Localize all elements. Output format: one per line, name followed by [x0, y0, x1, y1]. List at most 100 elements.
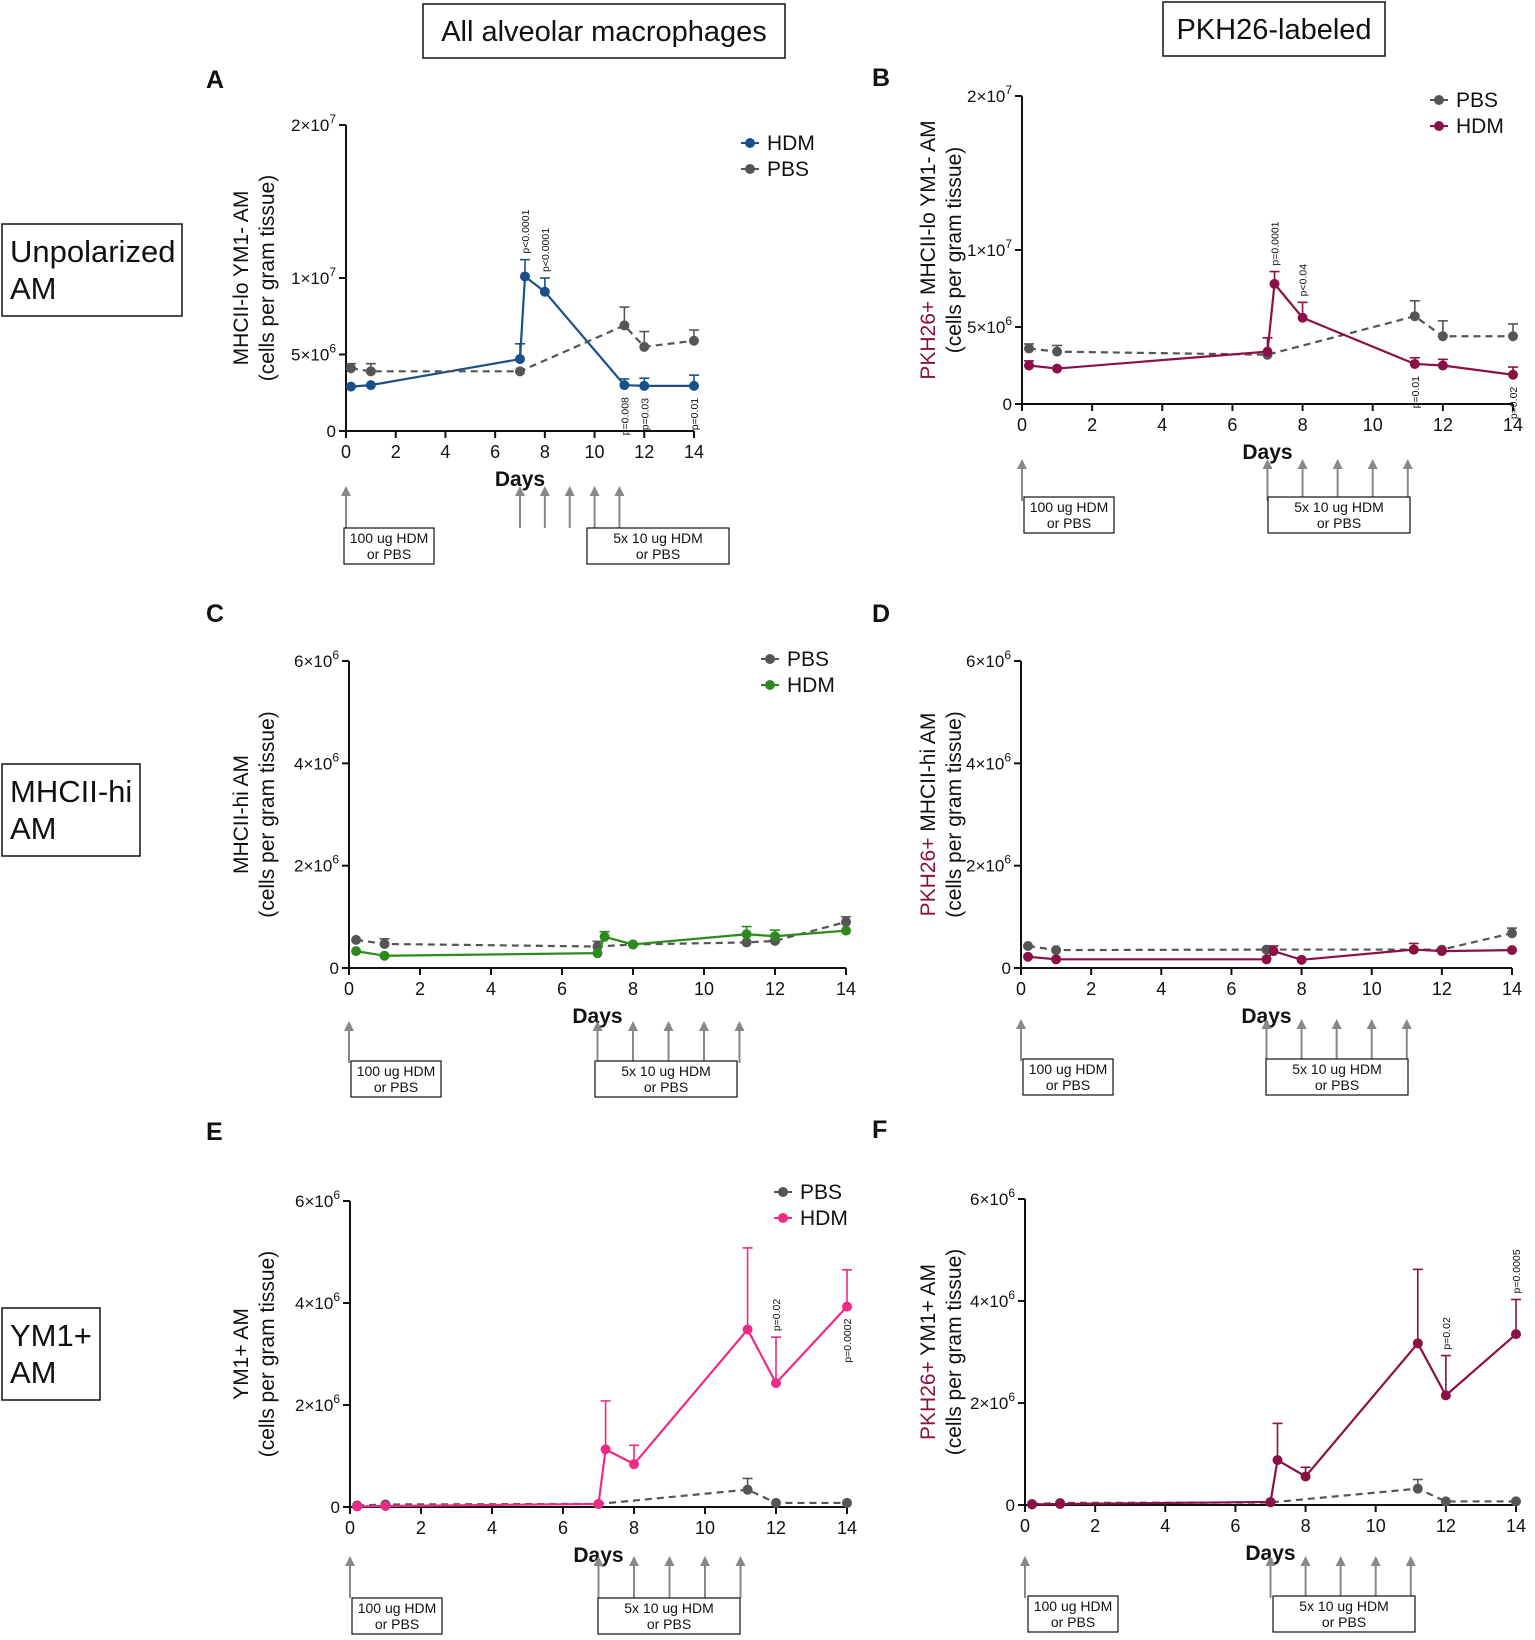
y-tick-label-C: 2×106	[294, 853, 339, 876]
x-tick-label-D: 12	[1432, 979, 1452, 999]
x-tick-label-C: 6	[557, 979, 567, 999]
timeline-arrowhead-A	[589, 486, 600, 496]
data-point-hdm-B	[1409, 358, 1420, 369]
data-point-hdm-C	[841, 925, 851, 936]
timeline-arrowhead-A	[515, 486, 525, 496]
timeline-arrowhead-C	[734, 1021, 745, 1031]
timeline-box-initial-dose-F	[1027, 1595, 1119, 1633]
series-line-pbs-B	[1028, 315, 1513, 356]
data-point-pbs-F	[1440, 1496, 1451, 1507]
data-point-pbs-C	[741, 937, 752, 948]
timeline-arrowhead-B	[1017, 459, 1027, 469]
timeline-box-text-initial-dose-F: 100 ug HDM	[1034, 1598, 1113, 1614]
p-value-B: p=0.01	[1410, 376, 1422, 409]
data-point-hdm-A	[365, 380, 376, 391]
data-point-hdm-A	[539, 286, 550, 297]
timeline-arrowhead-C	[699, 1021, 709, 1031]
x-tick-label-C: 10	[694, 979, 714, 999]
timeline-box-text2-challenge-dose-F: or PBS	[1322, 1614, 1366, 1630]
series-line-hdm-B	[1028, 281, 1514, 376]
y-tick-label-C: 0	[330, 959, 339, 978]
data-point-hdm-F	[1272, 1455, 1283, 1466]
p-value-F: p=0.02	[1441, 1317, 1453, 1350]
data-point-hdm-C	[741, 929, 752, 940]
x-tick-label-E: 0	[345, 1518, 355, 1538]
x-tick-label-B: 4	[1157, 415, 1167, 435]
y-tick-label-D: 2×106	[966, 853, 1011, 876]
data-point-hdm-A	[619, 380, 630, 391]
legend-label-hdm-E: HDM	[800, 1207, 848, 1230]
timeline-arrowhead-C	[628, 1021, 638, 1031]
y-axis-title-line2-A: (cells per gram tissue)	[256, 175, 279, 382]
data-point-pbs-B	[1437, 331, 1448, 342]
x-tick-label-A: 0	[341, 442, 351, 462]
series-line-pbs-D	[1027, 932, 1513, 952]
timeline-box-initial-dose-E	[351, 1597, 443, 1635]
x-tick-label-A: 14	[684, 442, 704, 462]
panel-label-C: C	[206, 600, 224, 628]
x-tick-label-B: 2	[1087, 415, 1097, 435]
y-tick-label-F: 0	[1006, 1496, 1015, 1515]
x-axis-title-F: Days	[1245, 1542, 1295, 1565]
timeline-arrowhead-B	[1402, 459, 1413, 469]
x-tick-label-E: 10	[695, 1518, 715, 1538]
x-axis-title-A: Days	[495, 468, 545, 491]
data-point-pbs-B	[1409, 311, 1420, 322]
p-value-A: p<0.0001	[540, 228, 552, 272]
timeline-arrowhead-C	[592, 1021, 603, 1031]
p-value-E: p=0.02	[771, 1299, 783, 1332]
row-header-mhcii-hi: MHCII-hi AM	[1, 763, 141, 857]
y-tick-label-F: 2×106	[970, 1390, 1015, 1413]
timeline-arrowhead-D	[1331, 1019, 1342, 1029]
timeline-arrowhead-F	[1405, 1556, 1416, 1566]
x-tick-label-B: 14	[1503, 415, 1523, 435]
data-point-hdm-D	[1268, 946, 1279, 957]
row-header-mhcii-hi-line1: MHCII-hi	[10, 774, 132, 809]
panel-B: B 0 2 4 6 8 10 12 14 Days 0 5×106 1×107 2×107 PKH26+ M…	[872, 64, 1523, 534]
row-header-unpolarized-line1: Unpolarized	[10, 234, 175, 269]
p-value-B: p=0.02	[1508, 387, 1520, 420]
timeline-arrowhead-E	[735, 1556, 746, 1566]
timeline-box-initial-dose-C	[350, 1060, 442, 1098]
row-header-unpolarized: Unpolarized AM	[1, 223, 183, 317]
timeline-arrowhead-D	[1296, 1019, 1307, 1029]
timeline-box-challenge-dose-D	[1265, 1058, 1409, 1096]
x-tick-label-F: 0	[1020, 1516, 1030, 1536]
timeline-box-challenge-dose-A	[586, 527, 730, 565]
data-point-hdm-E	[842, 1301, 852, 1312]
y-tick-label-A: 2×107	[291, 112, 336, 135]
data-point-hdm-B	[1024, 360, 1035, 371]
y-tick-label-D: 0	[1002, 959, 1011, 978]
data-point-pbs-D	[1023, 940, 1034, 951]
x-tick-label-D: 0	[1016, 979, 1026, 999]
timeline-box-text-challenge-dose-C: 5x 10 ug HDM	[621, 1063, 710, 1079]
x-tick-label-E: 4	[487, 1518, 497, 1538]
data-point-hdm-E	[771, 1378, 781, 1389]
y-tick-label-E: 0	[331, 1498, 340, 1517]
y-tick-label-A: 1×107	[291, 265, 336, 288]
x-tick-label-F: 2	[1090, 1516, 1100, 1536]
data-point-hdm-E	[600, 1444, 611, 1455]
data-point-hdm-C	[592, 948, 603, 959]
x-tick-label-E: 2	[416, 1518, 426, 1538]
timeline-box-initial-dose-D	[1022, 1058, 1114, 1096]
y-axis-title-line2-C: (cells per gram tissue)	[256, 711, 279, 918]
x-tick-label-B: 8	[1298, 415, 1308, 435]
data-point-hdm-A	[639, 380, 650, 391]
row-header-mhcii-hi-line2: AM	[10, 811, 57, 846]
data-point-pbs-B	[1052, 346, 1063, 357]
legend-label-pbs-E: PBS	[800, 1181, 842, 1204]
timeline-arrowhead-E	[664, 1556, 675, 1566]
timeline-box-text2-initial-dose-D: or PBS	[1046, 1077, 1090, 1093]
timeline-arrowhead-E	[593, 1556, 604, 1566]
data-point-hdm-C	[379, 950, 390, 961]
column-header-pkh26-text: PKH26-labeled	[1176, 14, 1371, 46]
timeline-arrowhead-F	[1335, 1556, 1346, 1566]
legend-swatch-pbs-B	[1434, 95, 1444, 105]
timeline-arrowhead-A	[564, 486, 575, 496]
data-point-pbs-A	[689, 335, 699, 346]
timeline-arrowhead-D	[1261, 1019, 1272, 1029]
data-point-hdm-D	[1436, 946, 1447, 957]
data-point-pbs-E	[842, 1497, 852, 1508]
data-point-pbs-B	[1508, 331, 1518, 342]
